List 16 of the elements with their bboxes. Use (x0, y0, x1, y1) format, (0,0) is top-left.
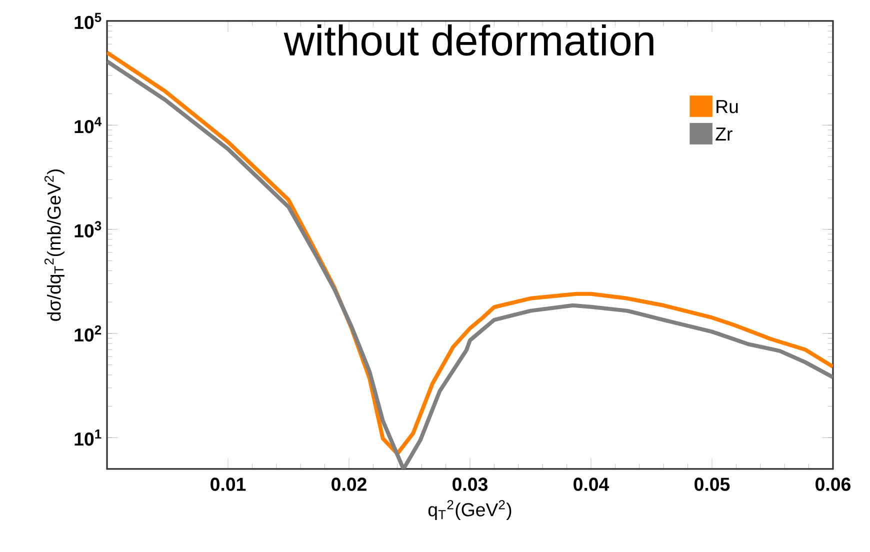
y-tick-label: 10$^{4}$ (74, 117, 102, 134)
x-tick-label: 0.06 (816, 478, 850, 491)
x-tick-label: 0.03 (452, 478, 488, 491)
chart-title: without deformation (284, 24, 654, 56)
x-tick-label: 0.01 (210, 478, 246, 491)
y-tick-label: 10$^{5}$ (74, 12, 102, 30)
x-tick-label: 0.04 (574, 478, 610, 491)
y-tick-label: 10$^{2}$ (74, 325, 102, 342)
x-axis-title: q$_{T}$$^{2}$(GeV$^{2}$) (428, 500, 512, 520)
y-tick-label: 10$^{3}$ (74, 221, 102, 238)
legend-label: Ru (716, 100, 738, 114)
x-tick-label: 0.02 (332, 478, 366, 491)
y-axis-title: dσ/dq$_{T}$$^{2}$(mb/GeV$^{2}$) (44, 170, 64, 321)
y-tick-label: 10$^{1}$ (74, 430, 102, 446)
legend-label: Zr (716, 128, 732, 140)
x-tick-label: 0.05 (694, 478, 730, 491)
